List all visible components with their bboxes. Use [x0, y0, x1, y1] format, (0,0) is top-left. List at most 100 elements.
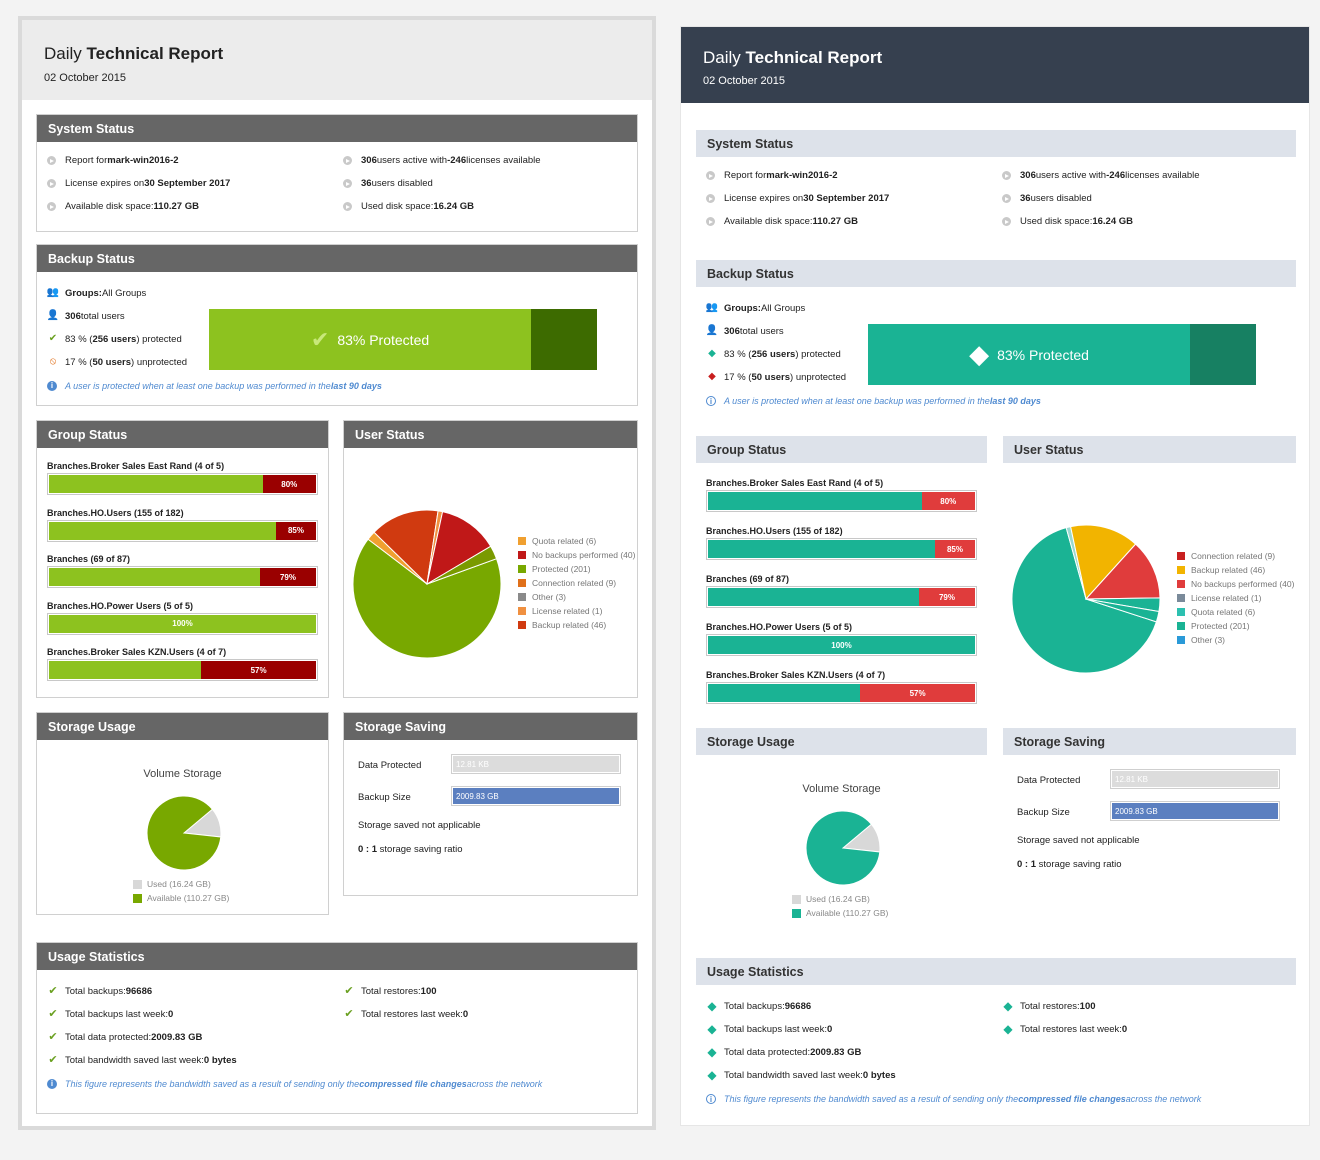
pie-slice — [805, 810, 881, 886]
info-icon: i — [706, 1094, 716, 1104]
usage-stat-row: ✔ Total restores: 100 — [343, 985, 436, 997]
protected-bar: ✔ 83% Protected — [209, 309, 597, 370]
saving-ratio: 0 : 1 storage saving ratio — [358, 844, 463, 855]
page-title: Daily Technical Report — [44, 44, 223, 64]
check-icon: ✔ — [310, 326, 330, 352]
pie-svg — [1011, 524, 1161, 674]
section-heading: Storage Usage — [696, 728, 987, 755]
group-unprotected-fill: 79% — [259, 568, 316, 586]
pie-slice — [146, 795, 222, 871]
group-progress-bar: 57% — [706, 682, 977, 704]
value: 0 — [167, 1008, 174, 1020]
check-icon: ✔ — [344, 1007, 354, 1020]
label: Used disk space: — [1020, 216, 1093, 227]
group-progress-bar: 57% — [47, 659, 318, 681]
group-unprotected-fill: 80% — [921, 492, 975, 510]
label: users disabled — [371, 178, 433, 189]
label: users active with — [376, 155, 448, 166]
label: users disabled — [1030, 193, 1092, 204]
shield-check-icon: ◆ — [707, 1045, 717, 1059]
user-pie-chart — [1011, 524, 1161, 679]
value: -246 — [447, 155, 467, 166]
legend-label: Used (16.24 GB) — [147, 879, 211, 889]
title-prefix: Daily — [44, 44, 82, 63]
label: License expires on — [724, 193, 804, 204]
bullet-icon — [706, 217, 715, 226]
section-heading: Backup Status — [37, 245, 637, 272]
legend-swatch — [518, 593, 526, 601]
label: ) protected — [136, 333, 182, 345]
pie-slice — [352, 538, 502, 659]
label: licenses available — [466, 155, 541, 166]
protected-label: 83% Protected — [997, 346, 1089, 363]
label: Total backups last week: — [65, 1008, 168, 1020]
storage-legend: Used (16.24 GB) Available (110.27 GB) — [133, 877, 229, 905]
section-heading: Storage Usage — [37, 713, 328, 740]
group-protected-fill — [708, 492, 922, 510]
section-heading: Storage Saving — [1003, 728, 1296, 755]
usage-stat-row: ◆ Total restores: 100 — [1002, 999, 1095, 1013]
value: 256 users — [751, 348, 796, 360]
info-icon: i — [47, 1079, 57, 1089]
legend-item: Quota related (6) — [518, 534, 635, 548]
data-protected-value: 12.81 KB — [1112, 771, 1278, 787]
bullet-icon — [1002, 217, 1011, 226]
backup-note: i A user is protected when at least one b… — [47, 381, 382, 391]
note-text: This figure represents the bandwidth sav… — [724, 1094, 1019, 1104]
shield-check-icon: ◆ — [707, 1068, 717, 1082]
group-name: Branches.HO.Users (155 of 182) — [47, 507, 184, 518]
check-icon: ✔ — [48, 333, 58, 344]
backup-info-row: ✔ 83 % (256 users) protected — [47, 333, 182, 345]
label: total users — [739, 325, 784, 337]
label: Total restores: — [361, 985, 421, 997]
protected-fill: ✔ 83% Protected — [209, 309, 532, 370]
storage-usage-section: Storage Usage Volume Storage Used (16.24 G… — [36, 712, 329, 915]
legend-label: Connection related (9) — [1191, 551, 1276, 561]
system-info-row: Report for mark-win2016-2 — [47, 155, 179, 166]
group-name: Branches.Broker Sales KZN.Users (4 of 7) — [706, 670, 886, 680]
value: 96686 — [784, 1000, 812, 1012]
value: 0 bytes — [862, 1069, 896, 1081]
label: users active with — [1035, 170, 1107, 181]
storage-usage-section: Storage Usage Volume Storage Used (16.24 G… — [695, 727, 988, 930]
shield-check-icon: ◆ — [1003, 999, 1013, 1013]
group-status-section: Group Status Branches.Broker Sales East R… — [36, 420, 329, 698]
system-info-row: License expires on 30 September 2017 — [47, 178, 230, 189]
value: 306 — [724, 325, 740, 337]
bullet-icon — [343, 156, 352, 165]
value: 50 users — [751, 371, 791, 383]
group-unprotected-fill: 79% — [918, 588, 975, 606]
bullet-icon — [706, 194, 715, 203]
legend-label: Connection related (9) — [532, 578, 617, 588]
backup-info-row: ⦸ 17 % (50 users) unprotected — [47, 356, 187, 368]
group-progress-bar: 79% — [706, 586, 977, 608]
title-prefix: Daily — [703, 48, 741, 67]
chart-title: Volume Storage — [143, 768, 222, 780]
value: 306 — [1020, 170, 1036, 181]
value: 0 bytes — [203, 1054, 237, 1066]
value: Groups: — [65, 287, 102, 299]
label: Available disk space: — [65, 201, 154, 212]
legend-item: Quota related (6) — [1177, 605, 1294, 619]
check-icon: ✔ — [48, 1007, 58, 1020]
protected-fill: ◆ 83% Protected — [868, 324, 1191, 385]
legend-swatch — [792, 894, 801, 904]
legend-label: Protected (201) — [532, 564, 591, 574]
protected-bar: ◆ 83% Protected — [868, 324, 1256, 385]
system-info-row: 306 users active with -246 licenses avai… — [1002, 170, 1200, 181]
value: 2009.83 GB — [151, 1031, 203, 1043]
user-status-section: User Status Quota related (6) No backups p… — [343, 420, 638, 698]
backup-info-row: ◆ 17 % (50 users) unprotected — [706, 371, 846, 383]
storage-saving-section: Storage Saving Data Protected 12.81 KB Back… — [1002, 727, 1297, 911]
note-text: A user is protected when at least one ba… — [65, 381, 331, 391]
group-name: Branches (69 of 87) — [706, 574, 790, 584]
legend-item: Used (16.24 GB) — [792, 892, 888, 906]
value: 0 — [1121, 1023, 1128, 1035]
label: All Groups — [101, 287, 147, 299]
blocked-icon: ⦸ — [49, 356, 57, 367]
usage-stat-row: ✔ Total backups: 96686 — [47, 985, 152, 997]
section-heading: Group Status — [37, 421, 328, 448]
label: Total data protected: — [724, 1046, 811, 1058]
legend-item: Available (110.27 GB) — [133, 891, 229, 905]
usage-stat-row: ◆ Total bandwidth saved last week: 0 byte… — [706, 1068, 896, 1082]
